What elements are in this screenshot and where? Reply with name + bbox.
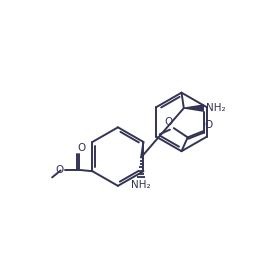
Text: NH₂: NH₂ xyxy=(206,103,225,113)
Polygon shape xyxy=(184,104,204,112)
Text: O: O xyxy=(56,165,64,175)
Text: O: O xyxy=(78,143,86,153)
Text: O: O xyxy=(204,120,212,131)
Text: NH₂: NH₂ xyxy=(131,180,151,190)
Text: O: O xyxy=(165,117,173,127)
